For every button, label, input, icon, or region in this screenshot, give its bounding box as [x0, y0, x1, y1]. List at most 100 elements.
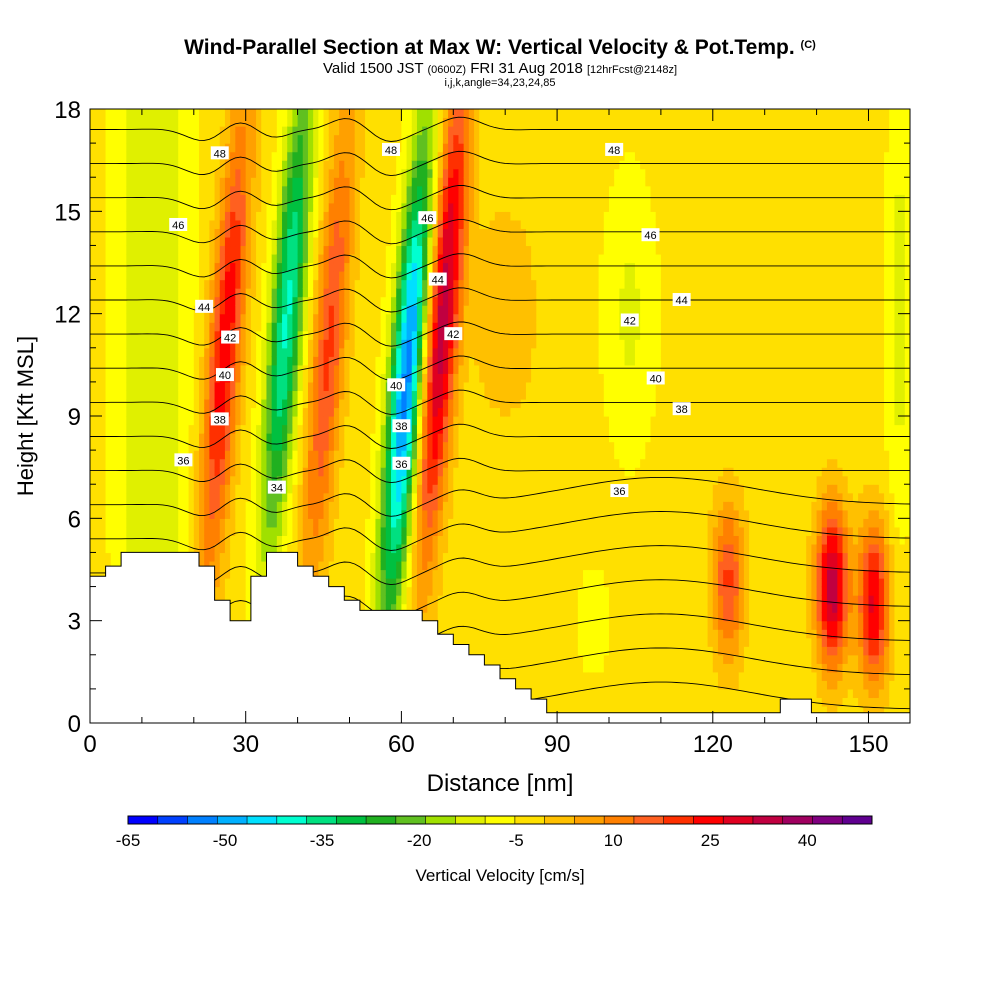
- velocity-cell: [380, 586, 387, 596]
- velocity-cell: [240, 143, 247, 153]
- velocity-cell: [391, 398, 397, 409]
- velocity-cell: [224, 134, 231, 144]
- velocity-cell: [183, 177, 190, 187]
- velocity-cell: [328, 552, 335, 562]
- velocity-cell: [219, 160, 226, 170]
- velocity-cell: [276, 211, 283, 221]
- velocity-cell: [391, 117, 397, 127]
- velocity-cell: [147, 313, 153, 323]
- velocity-cell: [256, 211, 262, 221]
- velocity-cell: [339, 279, 345, 289]
- velocity-cell: [147, 194, 153, 204]
- velocity-cell: [287, 450, 294, 460]
- velocity-cell: [365, 117, 371, 127]
- velocity-cell: [427, 543, 434, 554]
- velocity-cell: [448, 603, 454, 613]
- velocity-cell: [365, 109, 371, 119]
- velocity-cell: [427, 509, 434, 519]
- velocity-cell: [349, 595, 356, 605]
- velocity-cell: [349, 219, 356, 229]
- velocity-cell: [437, 194, 444, 204]
- velocity-cell: [313, 228, 319, 238]
- velocity-cell: [380, 288, 387, 298]
- velocity-cell: [204, 253, 210, 264]
- velocity-cell: [152, 143, 159, 153]
- velocity-cell: [115, 143, 122, 153]
- velocity-cell: [240, 381, 247, 392]
- velocity-cell: [162, 134, 169, 144]
- velocity-cell: [380, 228, 387, 238]
- velocity-cell: [287, 245, 294, 255]
- velocity-cell: [230, 518, 236, 528]
- velocity-cell: [90, 126, 96, 136]
- velocity-cell: [422, 347, 428, 357]
- velocity-cell: [131, 501, 138, 511]
- velocity-cell: [297, 322, 304, 332]
- velocity-cell: [173, 509, 179, 519]
- velocity-cell: [359, 441, 366, 451]
- velocity-cell: [339, 458, 345, 468]
- velocity-cell: [121, 177, 127, 187]
- velocity-cell: [193, 450, 200, 460]
- velocity-cell: [183, 484, 190, 494]
- velocity-cell: [100, 543, 107, 554]
- velocity-cell: [162, 467, 169, 477]
- velocity-cell: [121, 518, 127, 528]
- velocity-cell: [245, 143, 252, 153]
- velocity-cell: [214, 109, 221, 119]
- velocity-cell: [219, 595, 226, 605]
- velocity-cell: [167, 211, 174, 221]
- velocity-cell: [136, 381, 143, 392]
- velocity-cell: [110, 168, 117, 178]
- velocity-cell: [432, 296, 439, 306]
- velocity-cell: [214, 117, 221, 127]
- velocity-cell: [204, 219, 210, 229]
- velocity-cell: [115, 177, 122, 187]
- velocity-cell: [271, 262, 278, 272]
- velocity-cell: [349, 364, 356, 374]
- velocity-cell: [401, 296, 408, 306]
- velocity-cell: [256, 390, 262, 400]
- velocity-cell: [427, 313, 434, 323]
- velocity-cell: [183, 305, 190, 315]
- velocity-cell: [105, 381, 112, 392]
- velocity-cell: [230, 595, 236, 605]
- velocity-cell: [157, 424, 164, 434]
- velocity-cell: [297, 117, 304, 127]
- velocity-cell: [302, 279, 309, 289]
- velocity-cell: [219, 433, 226, 443]
- velocity-cell: [318, 484, 325, 494]
- velocity-cell: [282, 262, 288, 272]
- velocity-cell: [437, 433, 444, 443]
- velocity-cell: [110, 526, 117, 536]
- velocity-cell: [90, 526, 96, 536]
- velocity-cell: [349, 279, 356, 289]
- velocity-cell: [147, 450, 153, 460]
- velocity-cell: [359, 288, 366, 298]
- velocity-cell: [380, 501, 387, 511]
- velocity-cell: [328, 416, 335, 426]
- velocity-cell: [162, 305, 169, 315]
- velocity-cell: [391, 219, 397, 229]
- velocity-cell: [375, 143, 382, 153]
- velocity-cell: [385, 458, 392, 468]
- velocity-cell: [214, 407, 221, 417]
- velocity-cell: [193, 509, 200, 519]
- velocity-cell: [359, 117, 366, 127]
- velocity-cell: [385, 296, 392, 306]
- velocity-cell: [136, 313, 143, 323]
- velocity-cell: [318, 322, 325, 332]
- velocity-cell: [313, 305, 319, 315]
- velocity-cell: [307, 560, 314, 571]
- velocity-cell: [318, 117, 325, 127]
- velocity-cell: [287, 262, 294, 272]
- velocity-cell: [250, 339, 257, 349]
- velocity-cell: [375, 211, 382, 221]
- velocity-cell: [162, 441, 169, 451]
- velocity-cell: [375, 364, 382, 374]
- velocity-cell: [162, 262, 169, 272]
- velocity-cell: [411, 467, 418, 477]
- velocity-cell: [141, 236, 148, 247]
- velocity-cell: [370, 253, 377, 264]
- velocity-cell: [209, 313, 216, 323]
